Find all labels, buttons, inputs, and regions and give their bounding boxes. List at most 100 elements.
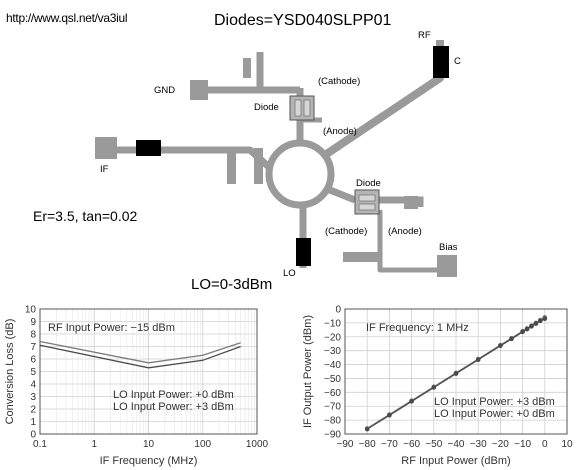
y-tick-label: −10	[324, 318, 341, 329]
x-tick-label: −90	[337, 439, 354, 450]
data-point	[364, 426, 370, 432]
y-tick-label: 6	[30, 355, 36, 366]
cathode-top-label: (Cathode)	[318, 76, 360, 87]
diode-right-icon	[354, 189, 380, 215]
x-tick-label: 1	[91, 439, 97, 450]
plot-frame	[344, 308, 568, 435]
legend-entry: LO Input Power: +0 dBm	[434, 408, 555, 420]
y-tick-label: 10	[25, 305, 37, 316]
x-tick-label: 1000	[246, 439, 269, 450]
if-stub-2	[254, 148, 263, 184]
y-tick-label: −60	[324, 388, 341, 399]
c-label: C	[454, 56, 461, 67]
lo-level-label: LO=0-3dBm	[191, 276, 273, 293]
bias-label: Bias	[439, 242, 458, 253]
y-tick-label: −30	[324, 346, 341, 357]
rf-capacitor	[433, 46, 449, 78]
gnd-pad	[190, 80, 208, 100]
anode-pad-right	[404, 196, 418, 209]
y-tick-label: 8	[30, 330, 36, 341]
y-tick-label: 0	[30, 430, 36, 441]
data-point	[520, 329, 525, 335]
x-tick-label: −80	[359, 439, 376, 450]
cathode-right-label: (Cathode)	[325, 226, 367, 237]
x-tick-label: −50	[425, 439, 442, 450]
x-tick-label: −40	[448, 439, 465, 450]
data-point	[529, 324, 534, 329]
data-point	[453, 371, 459, 376]
diode-top-icon	[289, 95, 315, 121]
x-tick-label: 100	[194, 439, 211, 450]
anode-top-label: (Anode)	[323, 126, 357, 137]
rat-race-ring	[265, 139, 335, 209]
diode-right-branch	[323, 184, 357, 204]
y-tick-label: −20	[324, 332, 341, 343]
y-tick-label: −50	[324, 374, 341, 385]
rf-label: RF	[418, 30, 431, 41]
data-point	[431, 385, 437, 390]
legend-entry: LO Input Power: +0 dBm	[113, 389, 234, 401]
series-line	[39, 344, 241, 369]
legend-entry: LO Input Power: +3 dBm	[113, 401, 234, 413]
data-point	[524, 326, 530, 332]
x-axis-label: IF Frequency (MHz)	[100, 455, 198, 467]
diode-part-label: Diodes=YSD040SLPP01	[214, 12, 392, 29]
if-label: IF	[100, 164, 109, 175]
source-url: http://www.qsl.net/va3iul	[6, 11, 128, 25]
x-axis-label: RF Input Power (dBm)	[401, 455, 510, 467]
data-point	[498, 343, 503, 349]
data-point	[533, 321, 539, 326]
data-point	[387, 412, 392, 418]
if-capacitor	[136, 140, 161, 156]
diode-right-label: Diode	[356, 178, 381, 189]
chart-annotation: IF Frequency: 1 MHz	[366, 322, 469, 334]
x-tick-label: −60	[403, 439, 420, 450]
y-tick-label: −90	[324, 430, 341, 441]
lo-capacitor	[296, 238, 311, 266]
anode-right-label: (Anode)	[388, 226, 422, 237]
y-tick-label: 2	[30, 405, 36, 416]
anode-trace-right	[375, 196, 424, 207]
x-tick-label: −10	[514, 439, 531, 450]
if-pad	[95, 137, 117, 159]
bias-stub	[343, 252, 381, 262]
y-tick-label: 9	[30, 317, 36, 328]
diode-top-feed	[256, 52, 300, 94]
if-output-power-chart: −90 −80 −70 −60 −50 −40 −30 −20 −10 0 −90 −80 −70 −60…	[302, 305, 573, 468]
y-tick-label: 4	[30, 380, 36, 391]
y-axis-label: Conversion Loss (dB)	[4, 319, 16, 425]
data-point	[538, 318, 543, 324]
substrate-label: Er=3.5, tan=0.02	[33, 208, 138, 224]
y-tick-label: −40	[324, 360, 341, 371]
x-tick-label: −20	[492, 439, 509, 450]
data-point	[542, 316, 548, 322]
bias-pad	[437, 255, 457, 277]
bias-line	[377, 210, 445, 273]
legend-entry: LO Input Power: +3 dBm	[434, 396, 555, 408]
plot-frame	[39, 308, 258, 435]
y-tick-label: −70	[324, 402, 341, 413]
x-tick-label: 10	[143, 439, 155, 450]
data-point	[509, 336, 514, 342]
y-tick-label: 1	[30, 417, 36, 428]
y-tick-label: −80	[324, 416, 341, 427]
x-tick-label: 10	[561, 439, 573, 450]
series-line	[39, 340, 241, 364]
y-tick-label: 7	[30, 342, 36, 353]
x-tick-label: −30	[470, 439, 487, 450]
if-stub-1	[227, 148, 236, 184]
gnd-stub	[243, 58, 251, 78]
lo-label: LO	[283, 268, 296, 279]
gnd-label: GND	[154, 85, 175, 96]
if-line	[100, 146, 273, 171]
y-tick-label: 3	[30, 392, 36, 403]
data-point	[475, 357, 481, 362]
rf-line	[322, 40, 444, 159]
y-tick-label: 0	[335, 305, 341, 316]
mixer-pcb-layout: GND RF C IF Diode (Cathode) (Anode) Diod…	[95, 30, 461, 279]
chart-annotation: RF Input Power: −15 dBm	[48, 322, 175, 334]
x-tick-label: −70	[381, 439, 398, 450]
x-tick-label: 0	[542, 439, 548, 450]
